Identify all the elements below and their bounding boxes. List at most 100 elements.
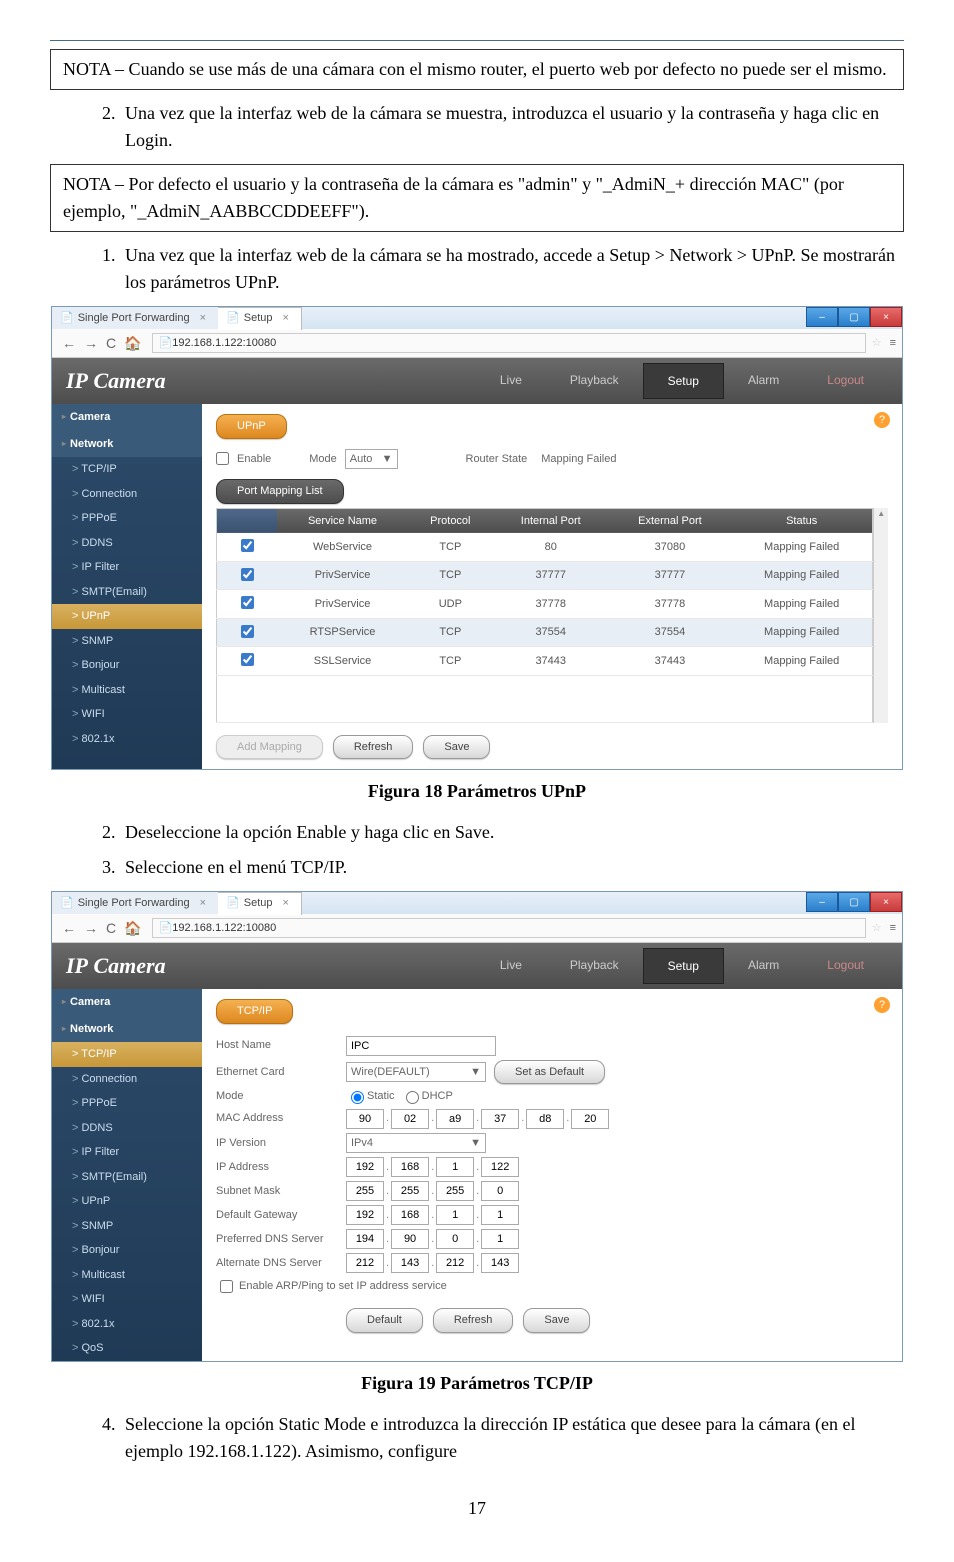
- nav-alarm[interactable]: Alarm: [724, 363, 803, 399]
- nav-alarm[interactable]: Alarm: [724, 948, 803, 984]
- mask-octet[interactable]: [346, 1181, 384, 1201]
- ipver-select[interactable]: IPv4▼: [346, 1133, 486, 1154]
- sidebar-group-network[interactable]: Network: [52, 1016, 202, 1043]
- dns2-octet[interactable]: [391, 1253, 429, 1273]
- nav-live[interactable]: Live: [476, 948, 546, 984]
- reload-icon[interactable]: C: [106, 918, 116, 939]
- menu-icon[interactable]: ≡: [890, 335, 896, 352]
- tab-upnp[interactable]: UPnP: [216, 414, 287, 439]
- back-icon[interactable]: ←: [62, 333, 76, 354]
- row-checkbox[interactable]: [241, 653, 254, 666]
- mac-octet[interactable]: [571, 1109, 609, 1129]
- nav-setup[interactable]: Setup: [643, 948, 724, 984]
- gw-octet[interactable]: [481, 1205, 519, 1225]
- gw-octet[interactable]: [436, 1205, 474, 1225]
- refresh-button[interactable]: Refresh: [333, 735, 414, 760]
- dns2-octet[interactable]: [346, 1253, 384, 1273]
- sidebar-item[interactable]: DDNS: [52, 531, 202, 556]
- reload-icon[interactable]: C: [106, 333, 116, 354]
- sidebar-item[interactable]: PPPoE: [52, 1091, 202, 1116]
- row-checkbox[interactable]: [241, 625, 254, 638]
- ip-octet[interactable]: [436, 1157, 474, 1177]
- sidebar-item[interactable]: Bonjour: [52, 1238, 202, 1263]
- window-maximize[interactable]: ▢: [838, 307, 870, 327]
- save-button[interactable]: Save: [423, 735, 490, 760]
- sidebar-item[interactable]: 802.1x: [52, 727, 202, 752]
- dns2-octet[interactable]: [436, 1253, 474, 1273]
- sidebar-item[interactable]: UPnP: [52, 1189, 202, 1214]
- sidebar-item[interactable]: IP Filter: [52, 1140, 202, 1165]
- url-input[interactable]: 📄 192.168.1.122:10080: [152, 333, 866, 353]
- sidebar-item[interactable]: IP Filter: [52, 555, 202, 580]
- close-icon[interactable]: ×: [282, 895, 288, 912]
- sidebar-item-upnp[interactable]: UPnP: [52, 604, 202, 629]
- static-radio[interactable]: [351, 1091, 364, 1104]
- sidebar-item[interactable]: TCP/IP: [52, 457, 202, 482]
- url-input[interactable]: 📄 192.168.1.122:10080: [152, 918, 866, 938]
- window-close[interactable]: ×: [870, 892, 902, 912]
- sidebar-item[interactable]: SNMP: [52, 629, 202, 654]
- sidebar-item[interactable]: Multicast: [52, 678, 202, 703]
- forward-icon[interactable]: →: [84, 333, 98, 354]
- dhcp-radio[interactable]: [406, 1091, 419, 1104]
- nav-logout[interactable]: Logout: [803, 948, 888, 984]
- mask-octet[interactable]: [481, 1181, 519, 1201]
- browser-tab-forwarding[interactable]: 📄 Single Port Forwarding×: [52, 892, 218, 914]
- nav-live[interactable]: Live: [476, 363, 546, 399]
- refresh-button[interactable]: Refresh: [433, 1308, 514, 1333]
- nav-setup[interactable]: Setup: [643, 363, 724, 399]
- sidebar-group-camera[interactable]: Camera: [52, 404, 202, 431]
- mac-octet[interactable]: [481, 1109, 519, 1129]
- row-checkbox[interactable]: [241, 596, 254, 609]
- browser-tab-setup[interactable]: 📄 Setup×: [218, 307, 302, 330]
- arp-checkbox[interactable]: [220, 1280, 233, 1293]
- ip-octet[interactable]: [391, 1157, 429, 1177]
- mac-octet[interactable]: [391, 1109, 429, 1129]
- ip-octet[interactable]: [481, 1157, 519, 1177]
- set-default-button[interactable]: Set as Default: [494, 1060, 605, 1085]
- row-checkbox[interactable]: [241, 539, 254, 552]
- sidebar-item[interactable]: SNMP: [52, 1214, 202, 1239]
- home-icon[interactable]: 🏠: [124, 333, 141, 354]
- close-icon[interactable]: ×: [200, 310, 206, 327]
- tab-tcpip[interactable]: TCP/IP: [216, 999, 293, 1024]
- dns2-octet[interactable]: [481, 1253, 519, 1273]
- sidebar-item[interactable]: Connection: [52, 482, 202, 507]
- mac-octet[interactable]: [526, 1109, 564, 1129]
- nav-playback[interactable]: Playback: [546, 948, 643, 984]
- row-checkbox[interactable]: [241, 568, 254, 581]
- hostname-input[interactable]: [346, 1036, 496, 1056]
- ethernet-select[interactable]: Wire(DEFAULT)▼: [346, 1062, 486, 1083]
- sidebar-item[interactable]: PPPoE: [52, 506, 202, 531]
- help-icon[interactable]: ?: [874, 412, 890, 428]
- sidebar-item[interactable]: WIFI: [52, 702, 202, 727]
- window-minimize[interactable]: –: [806, 307, 838, 327]
- mac-octet[interactable]: [436, 1109, 474, 1129]
- enable-checkbox[interactable]: [216, 452, 229, 465]
- back-icon[interactable]: ←: [62, 918, 76, 939]
- home-icon[interactable]: 🏠: [124, 918, 141, 939]
- sidebar-group-camera[interactable]: Camera: [52, 989, 202, 1016]
- forward-icon[interactable]: →: [84, 918, 98, 939]
- sidebar-item[interactable]: QoS: [52, 1336, 202, 1361]
- bookmark-icon[interactable]: ☆: [872, 920, 882, 937]
- scrollbar[interactable]: ▲: [873, 508, 888, 723]
- dns1-octet[interactable]: [481, 1229, 519, 1249]
- sidebar-item[interactable]: WIFI: [52, 1287, 202, 1312]
- window-close[interactable]: ×: [870, 307, 902, 327]
- gw-octet[interactable]: [391, 1205, 429, 1225]
- sidebar-item[interactable]: Multicast: [52, 1263, 202, 1288]
- mac-octet[interactable]: [346, 1109, 384, 1129]
- gw-octet[interactable]: [346, 1205, 384, 1225]
- sidebar-group-network[interactable]: Network: [52, 431, 202, 458]
- browser-tab-setup[interactable]: 📄 Setup×: [218, 892, 302, 915]
- sidebar-item[interactable]: Bonjour: [52, 653, 202, 678]
- bookmark-icon[interactable]: ☆: [872, 335, 882, 352]
- ip-octet[interactable]: [346, 1157, 384, 1177]
- close-icon[interactable]: ×: [282, 310, 288, 327]
- window-maximize[interactable]: ▢: [838, 892, 870, 912]
- mask-octet[interactable]: [436, 1181, 474, 1201]
- browser-tab-forwarding[interactable]: 📄 Single Port Forwarding×: [52, 307, 218, 329]
- save-button[interactable]: Save: [523, 1308, 590, 1333]
- menu-icon[interactable]: ≡: [890, 920, 896, 937]
